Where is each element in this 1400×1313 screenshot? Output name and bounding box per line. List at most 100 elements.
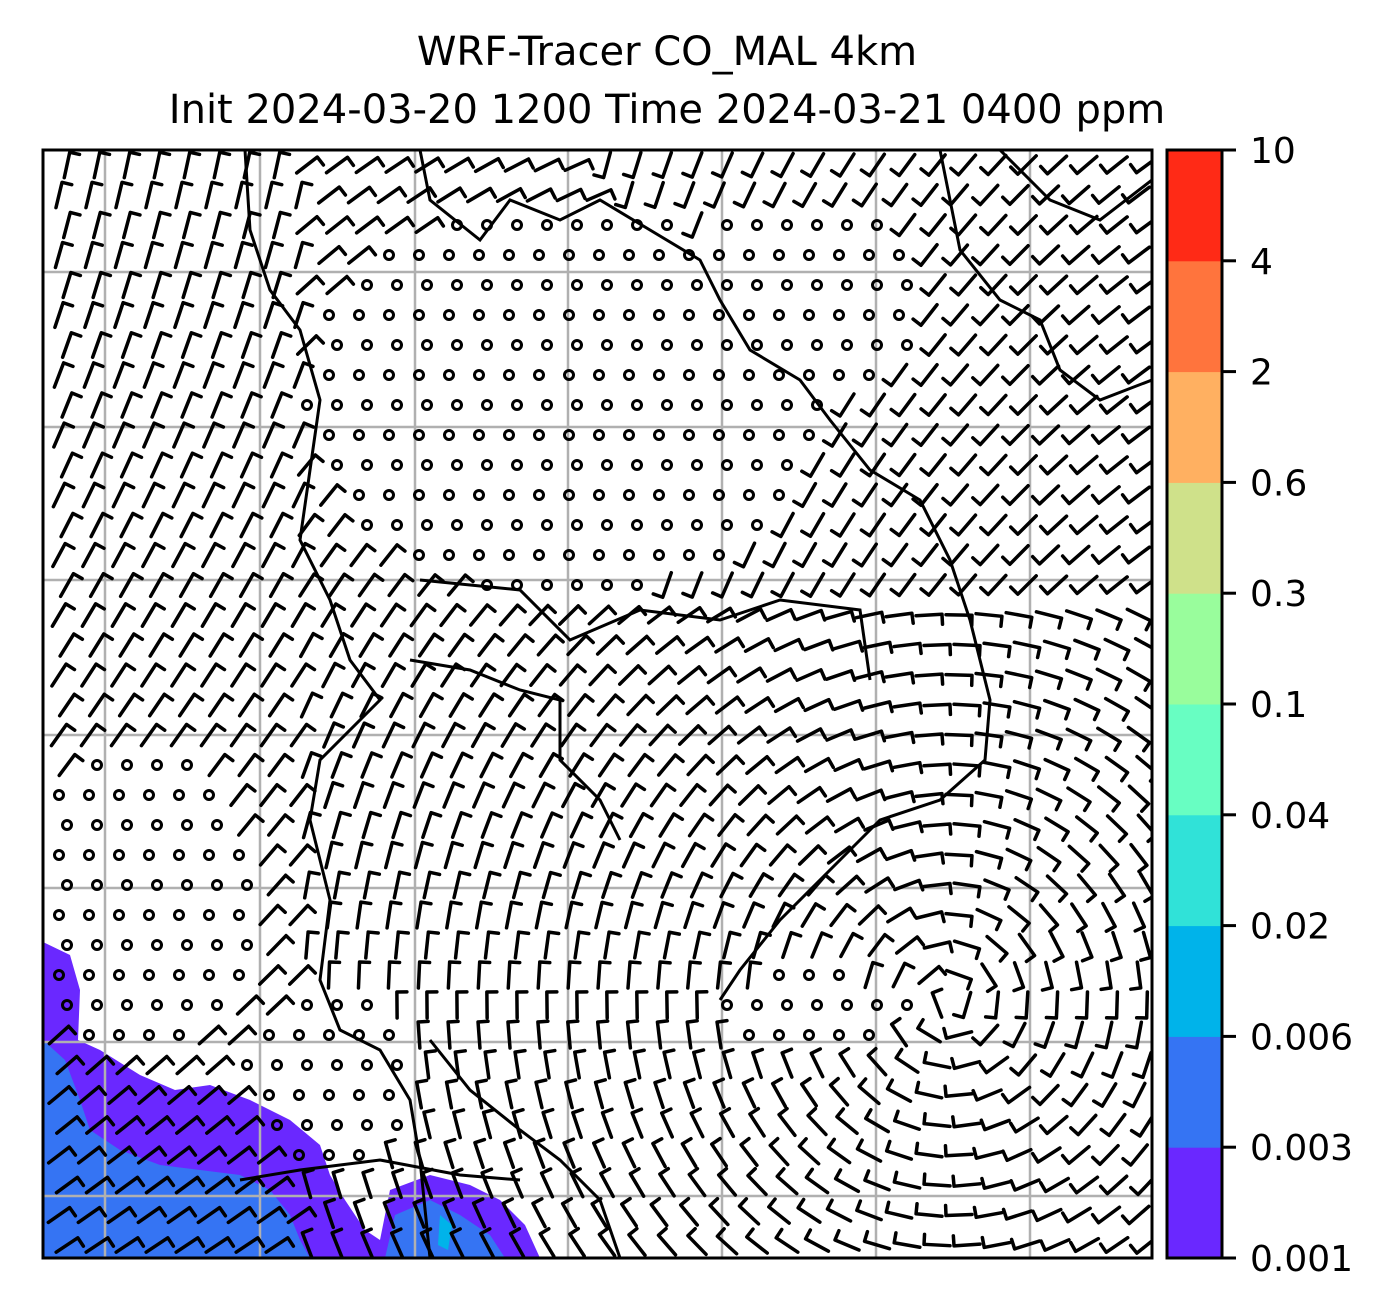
calm-wind-marker: [593, 309, 605, 321]
wind-barb: [106, 1205, 138, 1225]
wind-barb: [1134, 990, 1150, 1020]
wind-barb: [304, 930, 320, 960]
calm-wind-marker: [83, 789, 95, 801]
wind-barb: [200, 662, 227, 688]
wind-barb: [687, 1166, 707, 1198]
calm-wind-marker: [901, 279, 913, 291]
wind-barb: [829, 152, 856, 178]
wind-barb: [633, 930, 651, 960]
wind-barb: [237, 692, 265, 718]
wind-barb: [803, 1228, 831, 1253]
calm-wind-marker: [391, 1119, 403, 1131]
wind-barb: [406, 186, 438, 204]
calm-wind-marker: [383, 1089, 395, 1101]
wind-barb: [575, 990, 589, 1020]
wind-barb: [974, 731, 1004, 749]
wind-barb: [859, 512, 887, 538]
wind-barb: [327, 572, 355, 598]
wind-barb: [1039, 1238, 1071, 1252]
wind-barb: [382, 781, 405, 809]
wind-barb: [567, 693, 595, 717]
calm-wind-marker: [601, 339, 613, 351]
calm-wind-marker: [211, 879, 223, 891]
wind-barb: [54, 1175, 86, 1195]
wind-barb: [354, 155, 386, 175]
wind-barb: [561, 781, 586, 809]
wind-barb: [810, 931, 833, 959]
wind-barb: [914, 791, 945, 806]
calm-wind-marker: [541, 219, 553, 231]
wind-barb: [259, 722, 287, 748]
wind-barb: [892, 820, 924, 834]
colorbar: 0.001 0.003 0.006 0.02 0.04 0.1 0.3 0.6 2 4 10: [1165, 131, 1353, 1280]
calm-wind-marker: [811, 279, 823, 291]
colorbar-tick-label: 0.1: [1250, 685, 1307, 726]
wind-barb: [974, 671, 1004, 689]
wind-barb: [532, 840, 555, 870]
wind-barb: [649, 782, 677, 808]
wind-barb: [982, 760, 1012, 780]
calm-wind-marker: [863, 309, 875, 321]
wind-barb: [829, 572, 856, 598]
wind-barb: [421, 810, 443, 840]
wind-barb: [355, 900, 373, 930]
wind-barb: [596, 693, 625, 717]
calm-wind-marker: [263, 1089, 275, 1101]
wind-barb: [982, 819, 1012, 840]
wind-barb: [911, 183, 939, 207]
wind-barb: [1070, 1051, 1095, 1079]
calm-wind-marker: [481, 579, 493, 591]
wind-barb: [569, 1167, 585, 1199]
wind-barb: [144, 1236, 176, 1254]
wind-barb: [316, 185, 348, 205]
wind-barb: [453, 930, 471, 960]
wind-barb: [504, 900, 524, 930]
colorbar-segment: [1167, 150, 1222, 262]
wind-barb: [204, 1236, 236, 1254]
wind-barb: [293, 240, 314, 270]
wind-barb: [349, 542, 377, 568]
wind-barb: [944, 852, 974, 868]
wind-barb: [474, 1078, 488, 1110]
wind-barb: [136, 1205, 168, 1225]
wind-barb: [231, 541, 256, 569]
wind-barb: [715, 960, 733, 990]
wind-barb: [1038, 574, 1069, 596]
wind-barb: [605, 990, 619, 1020]
wind-barb: [735, 607, 767, 623]
wind-barb: [291, 481, 316, 509]
wind-barb: [1098, 215, 1129, 235]
wind-barb: [166, 1205, 198, 1225]
wind-barb: [585, 188, 617, 202]
wind-barb: [1030, 424, 1061, 446]
calm-wind-marker: [91, 819, 103, 831]
wind-barb: [1098, 155, 1129, 175]
wind-barb: [448, 692, 475, 718]
wind-barb: [889, 572, 917, 598]
wind-barb: [930, 987, 944, 1019]
wind-barb: [1109, 930, 1123, 963]
wind-barb: [204, 180, 224, 210]
wind-barb: [1008, 334, 1038, 356]
wind-barb: [233, 300, 255, 330]
wind-barb: [821, 422, 848, 448]
calm-wind-marker: [721, 279, 733, 291]
calm-wind-marker: [91, 939, 103, 951]
wind-barb: [566, 633, 595, 657]
wind-barb: [537, 692, 565, 718]
map-title-line1: WRF-Tracer CO_MAL 4km: [416, 29, 918, 75]
wind-barb: [203, 300, 225, 330]
wind-barb: [702, 181, 726, 209]
wind-barb: [590, 782, 616, 808]
calm-wind-marker: [653, 429, 665, 441]
wind-barb: [1014, 876, 1040, 903]
wind-barb: [922, 702, 953, 717]
calm-wind-marker: [361, 399, 373, 411]
wind-barb: [393, 930, 410, 960]
wind-barb: [1060, 1144, 1091, 1166]
wind-barb: [238, 632, 265, 658]
calm-wind-marker: [871, 999, 883, 1011]
wind-barb: [914, 612, 945, 627]
wind-barb: [566, 1019, 580, 1050]
calm-wind-marker: [233, 909, 245, 921]
